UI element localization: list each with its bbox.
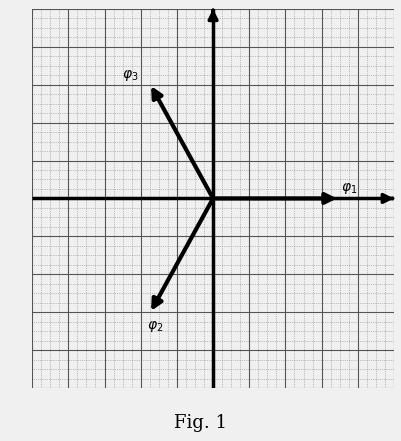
Text: $\varphi_1$: $\varphi_1$ xyxy=(340,181,356,197)
Text: $\varphi_2$: $\varphi_2$ xyxy=(147,319,163,334)
Text: Fig. 1: Fig. 1 xyxy=(174,415,227,432)
Text: $\varphi_3$: $\varphi_3$ xyxy=(121,68,138,83)
